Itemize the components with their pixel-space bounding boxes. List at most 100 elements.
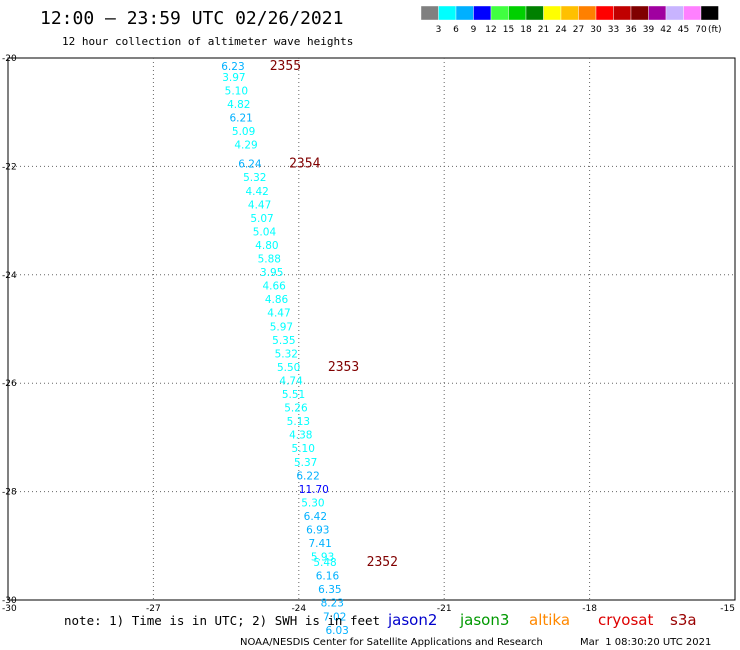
y-tick-label: -24	[2, 271, 17, 281]
satellite-s3a: s3a	[670, 611, 697, 629]
swh-value: 3.97	[222, 72, 245, 84]
scale-tick-label: 6	[453, 25, 459, 35]
plot-border	[7, 57, 736, 601]
swh-value: 4.82	[227, 99, 250, 111]
swh-value: 5.48	[313, 557, 336, 569]
swh-value: 6.42	[304, 511, 327, 523]
color-scale-legend: 3 6 9 12 15 18 21 24 27 30 33 36 39 42 45 70 (ft)	[420, 5, 722, 35]
scale-tick-label: 45	[678, 25, 689, 35]
swh-value: 5.32	[275, 348, 298, 360]
satellite-legend: jason2 jason3 altika cryosat s3a	[387, 611, 697, 629]
scale-swatch	[630, 5, 649, 21]
scale-swatch	[525, 5, 544, 21]
satellite-altika: altika	[529, 611, 570, 629]
scale-tick-label: 18	[520, 25, 532, 35]
x-tick-label: -30	[2, 604, 17, 614]
y-tick-label: -22	[2, 162, 17, 172]
scale-tick-label: 30	[590, 25, 602, 35]
x-tick-label: -18	[582, 604, 597, 614]
swh-points: 6.233.975.104.826.215.094.296.245.324.42…	[221, 61, 349, 637]
swh-value: 8.23	[321, 598, 344, 610]
swh-value: 5.97	[270, 321, 293, 333]
swh-value: 4.74	[279, 375, 303, 387]
chart-subtitle: 12 hour collection of altimeter wave hei…	[62, 35, 353, 48]
scale-tick-label: 42	[660, 25, 671, 35]
scale-swatch	[648, 5, 667, 21]
x-tick-labels: -30 -27 -24 -21 -18 -15	[2, 604, 735, 614]
time-label: 2353	[328, 360, 359, 375]
swh-value: 5.13	[287, 416, 310, 428]
swh-value: 4.38	[289, 430, 312, 442]
swh-value: 6.23	[221, 61, 244, 73]
swh-value: 5.35	[272, 335, 295, 347]
scale-swatch	[683, 5, 702, 21]
footer-note: note: 1) Time is in UTC; 2) SWH is in fe…	[64, 613, 380, 628]
time-label: 2354	[289, 157, 320, 172]
scale-swatch	[438, 5, 457, 21]
scale-tick-label: 70	[695, 25, 707, 35]
x-tick-label: -24	[291, 604, 306, 614]
scale-swatch	[578, 5, 597, 21]
satellite-jason3: jason3	[459, 611, 509, 629]
satellite-jason2: jason2	[387, 611, 437, 629]
scale-tick-label: 12	[485, 25, 496, 35]
y-tick-label: -26	[2, 379, 17, 389]
scale-swatch	[700, 5, 719, 21]
swh-value: 6.35	[318, 584, 341, 596]
swh-value: 7.02	[323, 611, 346, 623]
swh-value: 4.80	[255, 240, 278, 252]
swh-value: 6.24	[238, 159, 262, 171]
scale-swatch	[543, 5, 562, 21]
swh-value: 4.86	[265, 294, 289, 306]
scale-swatch	[490, 5, 509, 21]
swh-value: 5.10	[225, 86, 248, 98]
swh-value: 5.10	[292, 443, 315, 455]
y-tick-label: -28	[2, 488, 17, 498]
scale-swatch	[508, 5, 527, 21]
swh-value: 6.16	[316, 571, 340, 583]
scale-tick-label: 21	[538, 25, 549, 35]
scale-tick-label: 36	[625, 25, 637, 35]
x-tick-label: -21	[437, 604, 452, 614]
swh-value: 4.29	[234, 140, 257, 152]
swh-value: 5.93	[311, 552, 334, 564]
swh-value: 6.22	[296, 470, 319, 482]
chart-title: 12:00 — 23:59 UTC 02/26/2021	[40, 8, 343, 29]
swh-value: 11.70	[299, 484, 329, 496]
swh-value: 5.04	[253, 226, 277, 238]
swh-value: 4.47	[248, 199, 271, 211]
swh-value: 5.07	[250, 213, 273, 225]
swh-value: 6.93	[306, 525, 329, 537]
swh-value: 5.32	[243, 172, 266, 184]
scale-unit: (ft)	[708, 25, 722, 35]
swh-value: 4.47	[267, 308, 290, 320]
swh-value: 5.37	[294, 457, 317, 469]
swh-value: 4.66	[262, 281, 286, 293]
scale-swatch	[665, 5, 684, 21]
swh-value: 5.50	[277, 362, 300, 374]
scale-tick-label: 24	[555, 25, 567, 35]
swh-value: 7.41	[308, 538, 331, 550]
time-label: 2352	[367, 555, 398, 570]
time-labels: 2355 2354 2353 2352	[270, 59, 398, 570]
swh-value: 6.03	[325, 625, 348, 637]
swh-value: 5.09	[232, 126, 255, 138]
swh-value: 5.51	[282, 389, 305, 401]
x-tick-label: -27	[146, 604, 161, 614]
plot-area: -30 -27 -24 -21 -18 -15 -20 -22 -24 -26 -28 -30 6.…	[2, 54, 736, 637]
swh-value: 5.30	[301, 497, 324, 509]
scale-tick-label: 33	[608, 25, 619, 35]
swh-value: 5.26	[284, 403, 308, 415]
swh-value: 6.21	[229, 113, 252, 125]
scale-swatch	[473, 5, 492, 21]
scale-tick-label: 9	[471, 25, 477, 35]
x-tick-label: -15	[720, 604, 735, 614]
time-label: 2355	[270, 59, 301, 74]
scale-swatch	[455, 5, 474, 21]
y-tick-labels: -20 -22 -24 -26 -28 -30	[2, 54, 17, 606]
scale-tick-label: 3	[436, 25, 442, 35]
scale-tick-label: 39	[643, 25, 655, 35]
swh-value: 3.95	[260, 267, 283, 279]
scale-tick-label: 27	[573, 25, 584, 35]
